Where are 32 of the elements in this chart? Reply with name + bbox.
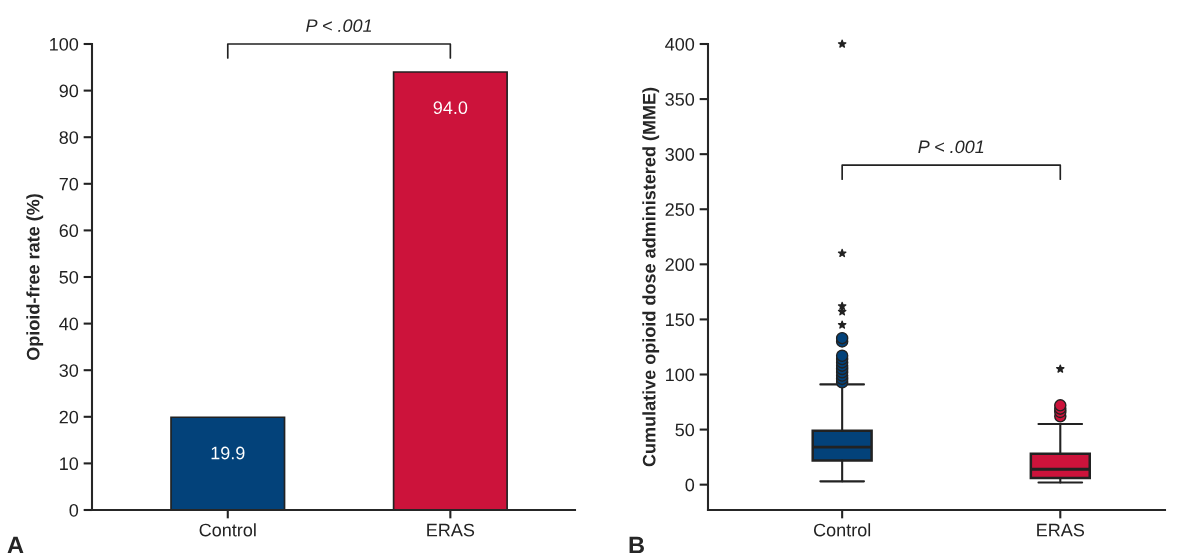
y-tick-label: 400 bbox=[665, 37, 695, 51]
text: P < .001 bbox=[306, 19, 372, 33]
y-tick-label: 40 bbox=[59, 317, 79, 331]
x-tick-label: Control bbox=[199, 523, 256, 537]
text: B bbox=[629, 536, 644, 554]
y-tick-label: 100 bbox=[50, 37, 79, 51]
y-tick-label: 90 bbox=[59, 84, 79, 98]
x-tick-label: ERAS bbox=[1037, 523, 1085, 537]
annotation: P < .001 bbox=[918, 140, 984, 154]
y-tick-label: 50 bbox=[59, 270, 79, 284]
y-tick-label: 10 bbox=[60, 457, 79, 471]
text: A bbox=[7, 536, 24, 554]
y-tick-label: 0 bbox=[685, 478, 695, 492]
y-tick-label: 70 bbox=[59, 177, 79, 191]
x-tick-label: ERAS bbox=[427, 523, 475, 537]
y-tick-label: 200 bbox=[665, 258, 695, 272]
y-tick-label: 100 bbox=[666, 368, 695, 382]
y-tick-label: 350 bbox=[665, 93, 695, 106]
y-tick-label: 50 bbox=[675, 423, 695, 437]
data-label: 19.9 bbox=[211, 446, 245, 460]
y-tick-label: 0 bbox=[69, 503, 79, 517]
y-axis-title: Opioid-free rate (%) bbox=[26, 194, 44, 361]
y-tick-label: 60 bbox=[59, 224, 79, 238]
data-label: 94.0 bbox=[433, 101, 468, 115]
y-tick-label: 250 bbox=[665, 203, 695, 216]
y-axis-title: Cumulative opioid dose administered (MME) bbox=[642, 87, 660, 467]
y-tick-label: 20 bbox=[59, 410, 79, 424]
y-tick-label: 80 bbox=[59, 131, 79, 144]
y-tick-label: 300 bbox=[665, 148, 695, 161]
y-tick-label: 150 bbox=[666, 313, 695, 327]
x-tick-label: Control bbox=[813, 523, 871, 537]
y-tick-label: 30 bbox=[59, 364, 79, 377]
